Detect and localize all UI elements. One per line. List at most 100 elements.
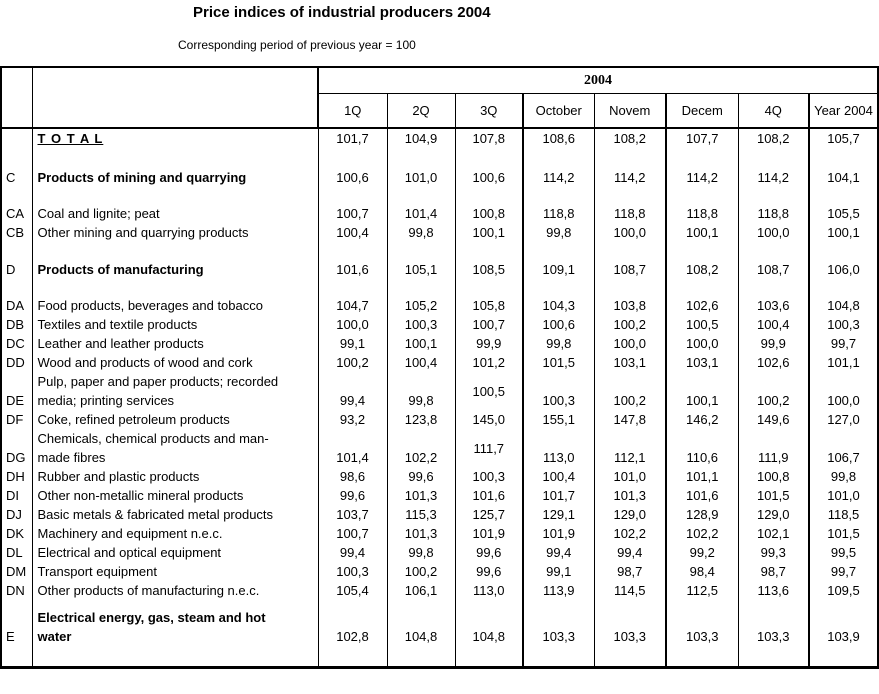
row-name: T O T A L xyxy=(31,128,318,148)
table-row-C: C Products of mining and quarrying 100,6 10… xyxy=(1,166,878,188)
report-page: Price indices of industrial producers 20… xyxy=(0,4,879,669)
spacer-cell xyxy=(454,600,523,608)
value-cell: 146,2 xyxy=(665,410,738,429)
value-cell: 105,8 xyxy=(454,296,523,315)
row-name: Basic metals & fabricated metal products xyxy=(31,505,318,524)
value-cell: 145,0 xyxy=(454,410,523,429)
value-cell: 123,8 xyxy=(386,410,455,429)
row-code: DE xyxy=(6,393,25,408)
value-cell: 99,6 xyxy=(454,543,523,562)
value-cell: 104,7 xyxy=(317,296,387,315)
value-cell: 100,0 xyxy=(737,223,809,242)
value-cell: 102,1 xyxy=(737,524,809,543)
spacer-cell xyxy=(31,188,318,204)
value-cell: 101,5 xyxy=(737,486,809,505)
value-cell: 99,8 xyxy=(808,467,878,486)
spacer-cell xyxy=(593,188,666,204)
row-code: CB xyxy=(6,225,25,240)
value-cell: 101,0 xyxy=(808,486,878,505)
value-cell: 99,4 xyxy=(593,543,666,562)
column-header-row: 1Q 2Q 3Q October Novem Decem 4Q Year 2004 xyxy=(1,93,878,129)
value-cell: 104,1 xyxy=(808,166,878,188)
row-code: DK xyxy=(6,526,25,541)
value-cell: 128,9 xyxy=(665,505,738,524)
value-cell: 108,2 xyxy=(665,258,738,280)
header-code-cell xyxy=(1,67,32,129)
value-cell: 99,7 xyxy=(808,562,878,581)
value-cell: 101,3 xyxy=(593,486,666,505)
value-cell: 99,9 xyxy=(454,334,523,353)
value-cell: 103,1 xyxy=(665,353,738,372)
row-code: DC xyxy=(6,336,25,351)
value-cell: 118,8 xyxy=(522,204,594,223)
value-cell: 108,2 xyxy=(737,128,809,148)
value-cell: 108,2 xyxy=(593,128,666,148)
value-cell: 105,4 xyxy=(317,581,387,600)
value-cell: 107,7 xyxy=(665,128,738,148)
value-cell: 101,1 xyxy=(808,353,878,372)
spacer-cell xyxy=(1,600,32,608)
column-header-3q: 3Q xyxy=(454,93,523,129)
value-cell: 100,3 xyxy=(522,372,594,410)
value-cell: 118,5 xyxy=(808,505,878,524)
value-cell: 118,8 xyxy=(665,204,738,223)
value-cell: 100,1 xyxy=(665,372,738,410)
value-cell: 100,1 xyxy=(665,223,738,242)
row-code: E xyxy=(6,629,15,644)
value-cell: 100,0 xyxy=(593,223,666,242)
value-cell: 100,2 xyxy=(737,372,809,410)
value-cell: 100,8 xyxy=(737,467,809,486)
spacer-cell xyxy=(386,188,455,204)
value-cell: 127,0 xyxy=(808,410,878,429)
value-cell: 99,9 xyxy=(737,334,809,353)
spacer-cell xyxy=(1,280,32,296)
value-cell: 100,6 xyxy=(317,166,387,188)
value-cell: 129,0 xyxy=(593,505,666,524)
value-cell: 100,1 xyxy=(386,334,455,353)
table-row-D: D Products of manufacturing 101,6 105,1 108,… xyxy=(1,258,878,280)
value-cell: 100,3 xyxy=(317,562,387,581)
row-code: DG xyxy=(6,450,26,465)
value-cell: 111,9 xyxy=(737,429,809,467)
row-name: Products of mining and quarrying xyxy=(31,166,318,188)
value-cell: 129,0 xyxy=(737,505,809,524)
row-name: Pulp, paper and paper products; recorded… xyxy=(31,372,318,410)
spacer-cell xyxy=(317,280,387,296)
value-cell: 104,9 xyxy=(386,128,455,148)
value-cell: 149,6 xyxy=(737,410,809,429)
spacer-cell xyxy=(31,600,318,608)
value-cell: 99,8 xyxy=(386,223,455,242)
value-cell: 101,4 xyxy=(386,204,455,223)
column-header-year-2004: Year 2004 xyxy=(808,93,878,129)
spacer-cell xyxy=(593,280,666,296)
value-cell: 105,7 xyxy=(808,128,878,148)
table-row-E: E Electrical energy, gas, steam and hot w… xyxy=(1,608,878,668)
row-name: Wood and products of wood and cork xyxy=(31,353,318,372)
row-name: Leather and leather products xyxy=(31,334,318,353)
spacer-cell xyxy=(593,242,666,258)
table-row-DE: DE Pulp, paper and paper products; record… xyxy=(1,372,878,410)
value-cell: 100,1 xyxy=(808,223,878,242)
row-code: DN xyxy=(6,583,25,598)
value-cell: 101,5 xyxy=(522,353,594,372)
value-cell: 108,6 xyxy=(522,128,594,148)
value-cell: 114,2 xyxy=(593,166,666,188)
value-cell: 113,6 xyxy=(737,581,809,600)
spacer-cell xyxy=(317,242,387,258)
spacer-row xyxy=(1,188,878,204)
spacer-cell xyxy=(522,600,594,608)
value-cell: 100,4 xyxy=(737,315,809,334)
value-cell: 108,7 xyxy=(737,258,809,280)
row-name: Electrical and optical equipment xyxy=(31,543,318,562)
value-cell: 99,4 xyxy=(522,543,594,562)
value-cell: 99,1 xyxy=(317,334,387,353)
spacer-cell xyxy=(665,600,738,608)
value-cell: 99,4 xyxy=(317,543,387,562)
value-cell: 105,2 xyxy=(386,296,455,315)
value-cell: 93,2 xyxy=(317,410,387,429)
row-name: Rubber and plastic products xyxy=(31,467,318,486)
value-cell: 105,1 xyxy=(386,258,455,280)
value-cell: 99,6 xyxy=(454,562,523,581)
value-cell: 105,5 xyxy=(808,204,878,223)
value-cell: 99,6 xyxy=(386,467,455,486)
